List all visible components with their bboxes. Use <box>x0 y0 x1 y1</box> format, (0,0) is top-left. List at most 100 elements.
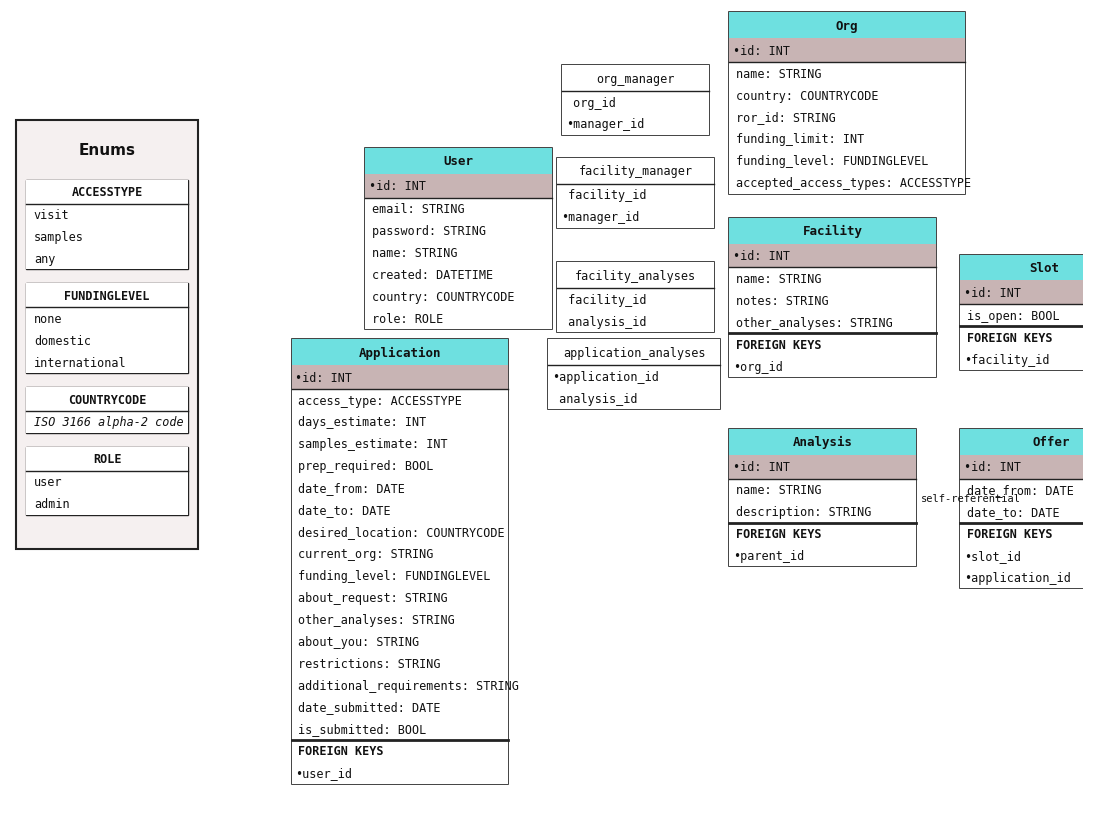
Text: •parent_id: •parent_id <box>733 550 804 563</box>
Text: description: STRING: description: STRING <box>736 505 871 518</box>
Bar <box>960 349 1100 371</box>
Bar <box>729 268 936 290</box>
Bar <box>548 340 720 366</box>
Text: samples_estimate: INT: samples_estimate: INT <box>298 438 448 450</box>
Bar <box>729 13 965 39</box>
Bar <box>365 220 552 242</box>
Bar <box>729 129 965 151</box>
Bar <box>729 355 936 378</box>
Text: domestic: domestic <box>34 334 91 347</box>
Bar <box>365 149 552 174</box>
Text: FOREIGN KEYS: FOREIGN KEYS <box>967 527 1053 541</box>
Bar <box>729 545 916 567</box>
Bar <box>292 433 508 455</box>
Bar <box>292 762 508 784</box>
Text: •id: INT: •id: INT <box>965 461 1021 473</box>
Bar <box>729 39 965 63</box>
Text: facility_id: facility_id <box>561 189 647 202</box>
Text: Analysis: Analysis <box>793 436 853 449</box>
Bar <box>960 479 1100 501</box>
Text: country: COUNTRYCODE: country: COUNTRYCODE <box>736 89 879 102</box>
Text: org_id: org_id <box>565 97 616 110</box>
Text: •id: INT: •id: INT <box>733 250 790 263</box>
Bar <box>729 429 916 455</box>
Bar <box>960 327 1100 349</box>
Text: is_open: BOOL: is_open: BOOL <box>967 310 1059 323</box>
Text: accepted_access_types: ACCESSTYPE: accepted_access_types: ACCESSTYPE <box>736 177 971 190</box>
Bar <box>960 256 1100 371</box>
Bar <box>292 696 508 718</box>
Text: org_manager: org_manager <box>596 73 675 85</box>
Text: date_submitted: DATE: date_submitted: DATE <box>298 700 441 713</box>
Text: user: user <box>34 476 63 489</box>
Text: is_submitted: BOOL: is_submitted: BOOL <box>298 722 427 735</box>
Text: notes: STRING: notes: STRING <box>736 295 828 307</box>
Text: international: international <box>34 356 126 369</box>
Bar <box>26 248 188 270</box>
Bar <box>26 330 188 352</box>
Text: name: STRING: name: STRING <box>736 67 822 80</box>
Bar <box>548 387 720 410</box>
Bar <box>562 92 710 114</box>
Text: facility_manager: facility_manager <box>579 165 693 178</box>
Bar <box>729 479 916 501</box>
Bar <box>292 340 508 784</box>
Bar <box>26 471 188 493</box>
Bar <box>729 219 936 378</box>
Bar <box>729 429 916 567</box>
Bar <box>26 180 188 270</box>
Bar <box>548 366 720 387</box>
Text: COUNTRYCODE: COUNTRYCODE <box>68 393 146 406</box>
Bar <box>557 159 714 184</box>
Text: name: STRING: name: STRING <box>736 484 822 496</box>
Bar <box>292 477 508 499</box>
Bar <box>292 609 508 631</box>
Bar <box>365 242 552 265</box>
Bar <box>365 149 552 330</box>
Bar <box>729 173 965 194</box>
Bar <box>26 205 188 226</box>
Bar <box>365 265 552 286</box>
Bar <box>729 63 965 85</box>
Text: ROLE: ROLE <box>92 453 121 466</box>
Bar <box>548 340 720 410</box>
Bar <box>562 66 710 92</box>
Text: Facility: Facility <box>802 224 862 238</box>
Bar <box>26 284 188 373</box>
Bar <box>960 501 1100 523</box>
Bar <box>729 13 965 194</box>
Text: other_analyses: STRING: other_analyses: STRING <box>298 613 455 626</box>
Bar <box>562 114 710 136</box>
Text: email: STRING: email: STRING <box>372 203 465 216</box>
Bar <box>26 180 188 205</box>
Text: FOREIGN KEYS: FOREIGN KEYS <box>298 744 384 758</box>
Text: about_you: STRING: about_you: STRING <box>298 635 419 648</box>
Text: Offer: Offer <box>1033 436 1070 449</box>
Text: days_estimate: INT: days_estimate: INT <box>298 416 427 429</box>
Text: Application: Application <box>359 346 441 360</box>
Text: FUNDINGLEVEL: FUNDINGLEVEL <box>65 290 150 302</box>
Text: analysis_id: analysis_id <box>552 392 638 405</box>
Text: •id: INT: •id: INT <box>965 287 1021 300</box>
Text: visit: visit <box>34 209 69 222</box>
Bar <box>292 366 508 390</box>
Text: about_request: STRING: about_request: STRING <box>298 591 448 604</box>
Bar <box>292 390 508 411</box>
Text: funding_level: FUNDINGLEVEL: funding_level: FUNDINGLEVEL <box>298 569 491 582</box>
Bar <box>562 66 710 136</box>
Text: admin: admin <box>34 498 69 510</box>
Bar <box>729 501 916 523</box>
Text: date_to: DATE: date_to: DATE <box>298 504 390 517</box>
Text: country: COUNTRYCODE: country: COUNTRYCODE <box>372 291 515 304</box>
Text: •org_id: •org_id <box>733 360 783 373</box>
Text: •facility_id: •facility_id <box>965 353 1049 366</box>
Text: User: User <box>443 155 474 168</box>
Text: FOREIGN KEYS: FOREIGN KEYS <box>736 338 822 351</box>
Text: Slot: Slot <box>1028 261 1059 274</box>
Text: ACCESSTYPE: ACCESSTYPE <box>72 186 143 199</box>
Bar <box>729 312 936 334</box>
Bar <box>26 308 188 330</box>
Text: date_to: DATE: date_to: DATE <box>967 505 1059 518</box>
Text: analysis_id: analysis_id <box>561 315 647 328</box>
Text: name: STRING: name: STRING <box>372 247 458 260</box>
